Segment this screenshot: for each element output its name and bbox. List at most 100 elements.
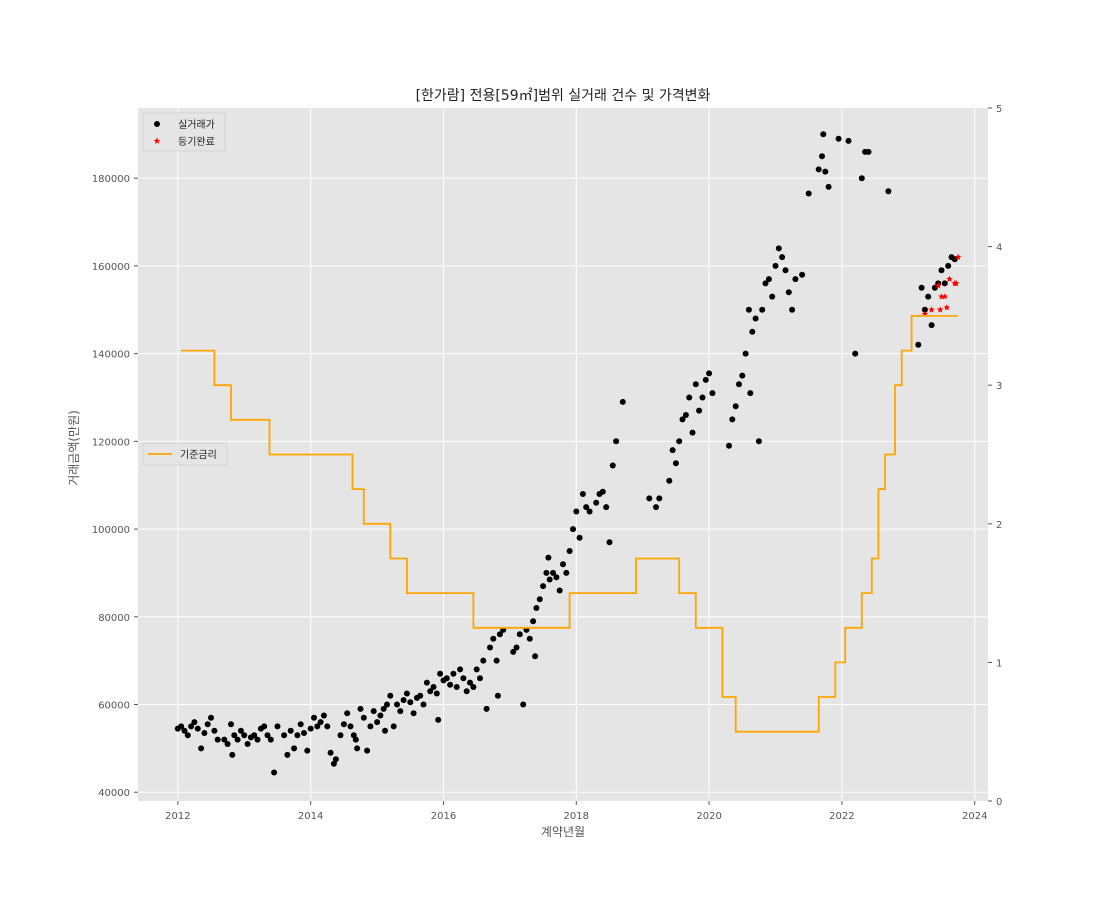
price-point	[736, 381, 742, 388]
price-point	[317, 719, 324, 726]
price-point	[653, 504, 659, 511]
price-point	[400, 697, 407, 704]
price-point	[367, 723, 374, 730]
price-point	[852, 350, 859, 357]
price-point	[532, 653, 539, 660]
price-point	[550, 569, 556, 576]
price-point	[553, 574, 560, 581]
price-point	[327, 749, 334, 756]
price-point	[606, 539, 613, 546]
legend-label-rate: 기준금리	[180, 449, 217, 461]
price-point	[865, 148, 872, 155]
price-point	[732, 403, 739, 410]
price-point	[619, 398, 626, 405]
price-point	[938, 267, 945, 274]
price-point	[241, 732, 248, 739]
price-point	[347, 723, 354, 730]
price-point	[545, 554, 552, 561]
price-point	[450, 670, 457, 677]
price-point	[510, 648, 517, 655]
price-point	[370, 708, 377, 715]
price-point	[566, 548, 573, 554]
price-point	[819, 153, 825, 160]
y-tick-label: 140000	[92, 350, 130, 361]
price-point	[403, 690, 410, 697]
price-point	[666, 477, 673, 484]
price-point	[208, 714, 214, 721]
price-point	[284, 751, 291, 758]
price-point	[394, 701, 400, 708]
price-point	[281, 732, 288, 739]
price-point	[805, 190, 812, 197]
price-point	[656, 495, 663, 502]
legend-label-registered: 등기완료	[178, 136, 215, 148]
price-point	[789, 306, 796, 313]
price-point	[915, 341, 922, 348]
legend-rate: 기준금리	[142, 442, 228, 466]
price-point	[706, 370, 713, 377]
price-point	[729, 416, 736, 423]
price-point	[530, 618, 537, 625]
price-point	[918, 284, 925, 291]
price-point	[579, 491, 586, 497]
price-point	[692, 381, 699, 388]
price-point	[858, 175, 865, 182]
price-point	[702, 376, 709, 383]
price-point	[613, 438, 620, 445]
price-point	[603, 504, 610, 511]
price-point	[785, 289, 792, 296]
price-point	[496, 631, 503, 638]
price-point	[271, 769, 278, 776]
price-point	[211, 727, 218, 734]
registered-point	[941, 293, 949, 300]
price-point	[533, 605, 540, 611]
price-point	[885, 188, 892, 195]
y2-tick-label: 5	[996, 104, 1002, 115]
price-point	[769, 293, 776, 300]
price-point	[460, 675, 467, 682]
price-point	[546, 576, 553, 583]
x-tick-label: 2024	[962, 811, 987, 822]
price-point	[224, 741, 231, 747]
price-point	[676, 438, 683, 445]
price-point	[274, 723, 281, 730]
price-point	[352, 736, 359, 743]
price-point	[332, 756, 339, 763]
price-point	[254, 736, 261, 743]
price-point	[576, 534, 583, 541]
legend-marker-price	[154, 121, 160, 127]
price-point	[739, 372, 746, 379]
y2-tick-label: 4	[996, 243, 1002, 254]
price-point	[570, 526, 576, 533]
price-point	[583, 504, 590, 511]
price-point	[360, 714, 367, 721]
price-point	[679, 416, 686, 423]
price-point	[344, 710, 351, 717]
price-point	[214, 736, 221, 743]
price-point	[234, 736, 241, 743]
price-point	[490, 635, 497, 642]
price-point	[194, 725, 201, 732]
plot-background	[138, 108, 988, 801]
price-point	[237, 727, 244, 734]
price-point	[792, 276, 799, 283]
price-point	[782, 267, 789, 274]
y-tick-label: 80000	[98, 613, 130, 624]
price-point	[267, 736, 274, 743]
price-point	[397, 708, 404, 715]
series-1	[921, 253, 962, 317]
y-axis-label: 거래금액(만원)	[67, 410, 81, 486]
price-point	[696, 407, 703, 414]
price-point	[480, 657, 487, 664]
price-point	[433, 690, 440, 697]
legend-label-price: 실거래가	[178, 119, 215, 131]
y2-tick-label: 1	[996, 658, 1002, 669]
legend-box-rate	[142, 442, 228, 466]
price-point	[609, 462, 616, 469]
price-point	[752, 315, 759, 322]
registered-point	[943, 304, 951, 311]
price-point	[759, 306, 766, 313]
price-point	[251, 732, 258, 739]
price-point	[294, 732, 301, 739]
